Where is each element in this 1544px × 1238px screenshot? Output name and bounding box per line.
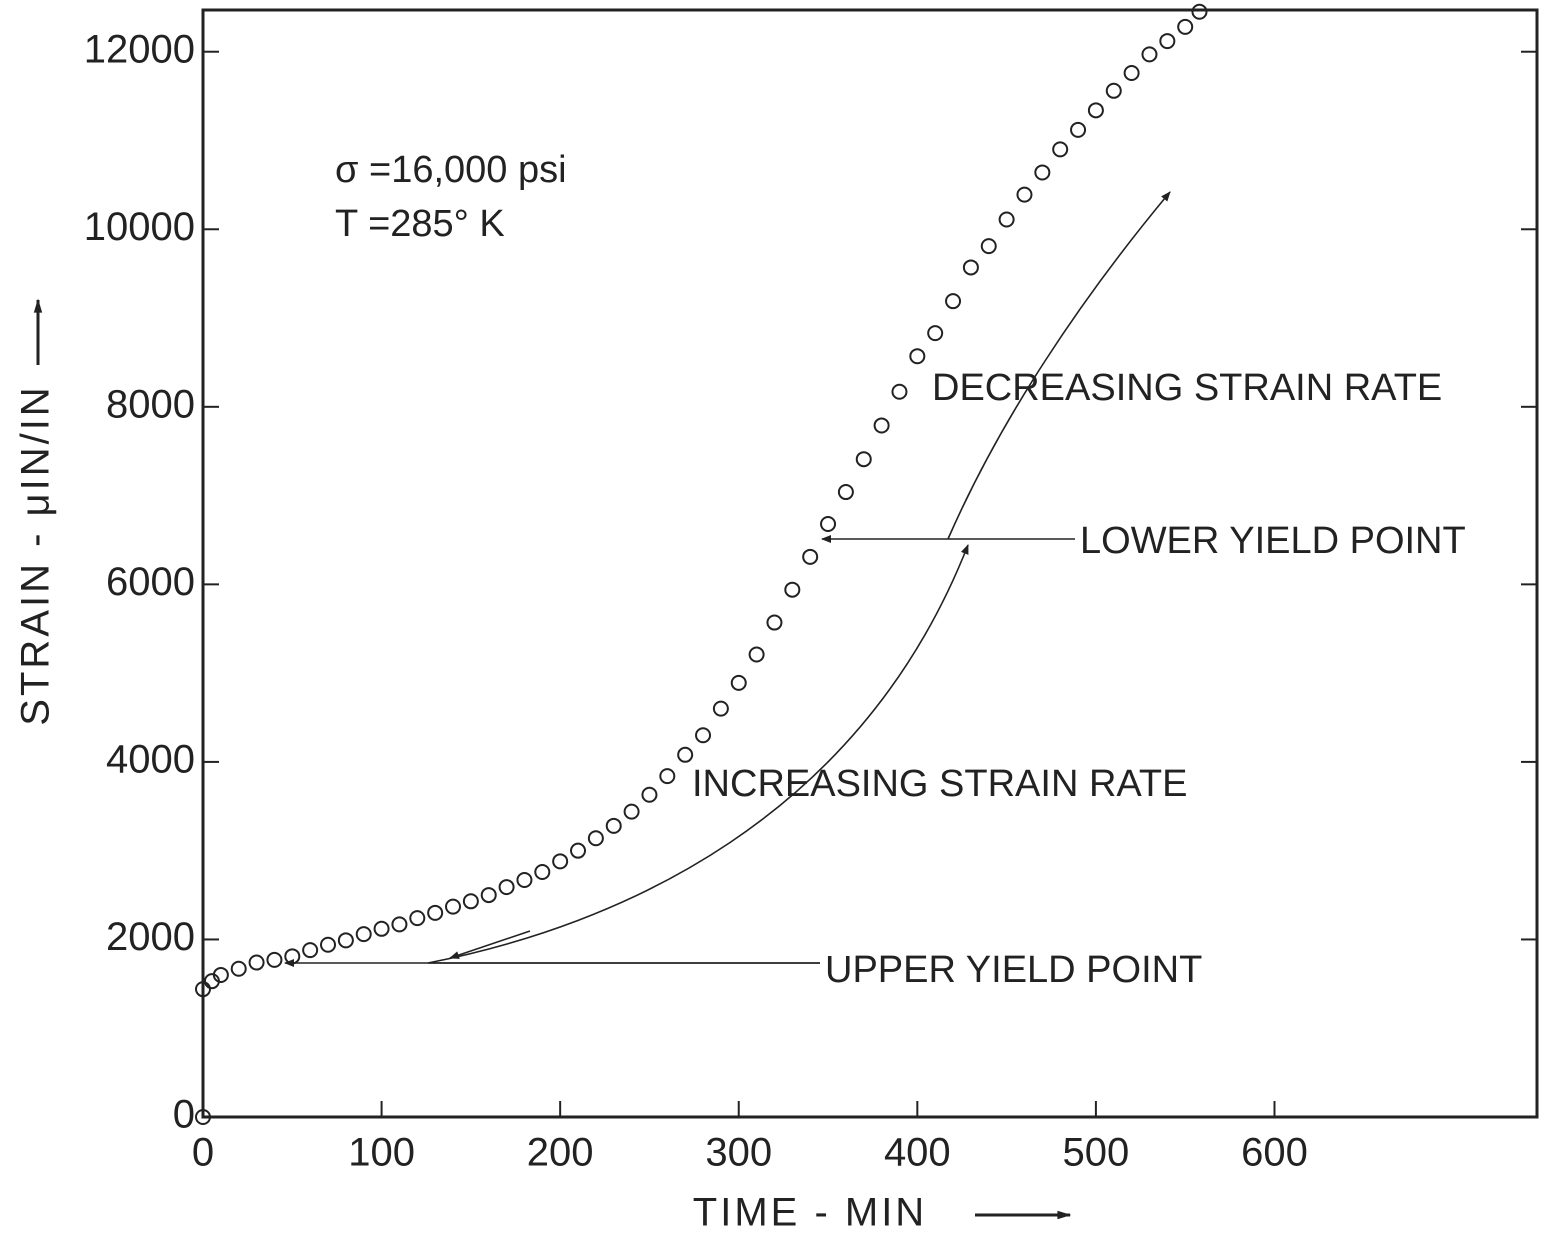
data-point	[695, 727, 712, 744]
data-point	[873, 417, 890, 434]
x-tick-label: 0	[192, 1131, 214, 1175]
data-point	[266, 951, 283, 968]
data-point	[355, 926, 372, 943]
increasing-arrow	[427, 544, 969, 964]
data-point	[712, 700, 729, 717]
data-point	[516, 871, 533, 888]
data-point	[1123, 65, 1140, 82]
data-point	[337, 932, 354, 949]
y-axis-label: STRAIN - μIN/IN	[14, 384, 58, 725]
data-point	[587, 830, 604, 847]
data-point	[784, 581, 801, 598]
increasing-arrow-tail	[449, 930, 531, 959]
annotation-arrows	[33, 191, 1171, 1220]
annotation: UPPER YIELD POINT	[825, 949, 1202, 991]
data-point	[195, 981, 211, 998]
y-tick-label: 12000	[84, 27, 195, 71]
data-point	[802, 548, 819, 565]
data-point	[998, 211, 1015, 228]
data-point	[623, 803, 640, 820]
data-point	[284, 948, 301, 965]
decreasing-arrow	[947, 191, 1171, 540]
data-point	[570, 842, 587, 859]
data-point	[391, 916, 408, 933]
y-tick-label: 8000	[106, 382, 195, 426]
annotation: LOWER YIELD POINT	[1080, 520, 1466, 562]
data-point	[498, 879, 515, 896]
annotation: σ =16,000 psi	[335, 149, 567, 191]
y-tick-label: 0	[173, 1093, 195, 1137]
data-point	[248, 954, 265, 971]
data-point	[891, 383, 908, 400]
data-point	[1087, 102, 1104, 119]
data-point	[1052, 141, 1069, 158]
data-point	[855, 451, 872, 468]
data-point	[659, 768, 676, 785]
data-point	[962, 259, 979, 276]
data-point	[1141, 46, 1158, 63]
data-point	[373, 920, 390, 937]
data-point	[927, 325, 944, 342]
annotation: T =285° K	[335, 203, 505, 245]
data-point	[677, 746, 694, 763]
data-point	[730, 674, 747, 691]
data-point	[641, 786, 658, 803]
data-point	[980, 238, 997, 255]
data-point	[820, 515, 837, 532]
data-point	[1016, 186, 1033, 203]
x-tick-label: 600	[1241, 1131, 1308, 1175]
x-tick-label: 500	[1063, 1131, 1130, 1175]
data-point	[1191, 3, 1208, 20]
x-tick-label: 200	[527, 1131, 594, 1175]
data-point	[605, 817, 622, 834]
data-point	[427, 904, 444, 921]
plot-frame	[201, 8, 1539, 1119]
data-point	[1177, 18, 1194, 35]
data-point	[909, 348, 926, 365]
data-point	[302, 942, 319, 959]
y-tick-label: 10000	[84, 205, 195, 249]
data-point	[230, 960, 247, 977]
data-point	[195, 1109, 211, 1125]
data-point	[462, 893, 479, 910]
data-point	[1070, 121, 1087, 138]
data-point	[320, 936, 337, 953]
data-point	[748, 646, 765, 663]
data-point	[837, 484, 854, 501]
data-point	[409, 910, 426, 927]
data-point	[445, 898, 462, 915]
data-point	[534, 863, 551, 880]
x-tick-label: 300	[705, 1131, 772, 1175]
x-axis-label: TIME - MIN	[693, 1191, 927, 1235]
data-point	[1105, 82, 1122, 99]
x-tick-label: 100	[348, 1131, 415, 1175]
x-tick-label: 400	[884, 1131, 951, 1175]
data-point	[945, 293, 962, 310]
data-point	[552, 853, 569, 870]
y-tick-label: 6000	[106, 560, 195, 604]
annotation: INCREASING STRAIN RATE	[692, 763, 1187, 805]
data-point	[212, 966, 229, 983]
data-point	[1159, 33, 1176, 50]
annotation: DECREASING STRAIN RATE	[932, 367, 1442, 409]
data-point	[1034, 164, 1051, 181]
data-point	[480, 887, 497, 904]
y-tick-label: 2000	[106, 915, 195, 959]
data-point	[766, 614, 783, 631]
y-tick-label: 4000	[106, 737, 195, 781]
